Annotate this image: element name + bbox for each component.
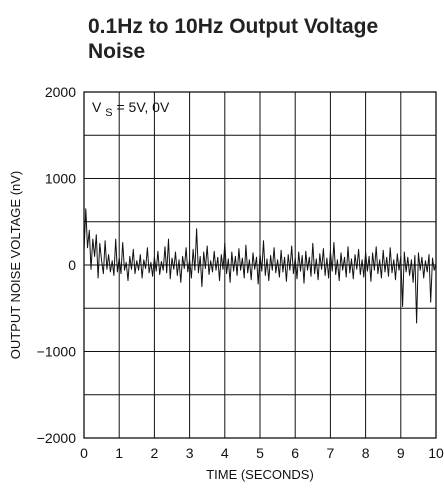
y-tick-label: −2000 bbox=[37, 430, 77, 446]
x-tick-label: 9 bbox=[397, 445, 405, 461]
x-tick-label: 5 bbox=[256, 445, 264, 461]
x-tick-label: 10 bbox=[428, 445, 444, 461]
annotation-subscript: S bbox=[105, 107, 112, 119]
x-tick-label: 0 bbox=[80, 445, 88, 461]
x-tick-label: 4 bbox=[221, 445, 229, 461]
y-tick-label: 1000 bbox=[45, 171, 76, 187]
x-tick-label: 2 bbox=[151, 445, 159, 461]
y-tick-labels: 2000 1000 0 −1000 −2000 bbox=[37, 84, 77, 446]
x-tick-label: 1 bbox=[115, 445, 123, 461]
x-tick-label: 3 bbox=[186, 445, 194, 461]
y-tick-label: −1000 bbox=[37, 344, 77, 360]
x-tick-label: 8 bbox=[362, 445, 370, 461]
trace-layer bbox=[83, 208, 437, 324]
x-tick-labels: 0 1 2 3 4 5 6 7 8 9 10 bbox=[80, 445, 444, 461]
annotation-text: = 5V, 0V bbox=[116, 99, 169, 115]
plot-frame bbox=[83, 91, 437, 439]
y-tick-label: 2000 bbox=[45, 84, 76, 100]
x-tick-label: 7 bbox=[327, 445, 335, 461]
supply-voltage-annotation: V S = 5V, 0V bbox=[92, 99, 170, 119]
y-axis-label: OUTPUT NOISE VOLTAGE (nV) bbox=[8, 171, 23, 360]
y-tick-label: 0 bbox=[68, 257, 76, 273]
x-axis-label: TIME (SECONDS) bbox=[206, 467, 314, 482]
chart-title: 0.1Hz to 10Hz Output Voltage Noise bbox=[88, 15, 379, 63]
x-tick-label: 6 bbox=[291, 445, 299, 461]
noise-trace bbox=[83, 208, 437, 324]
grid-lines bbox=[84, 92, 436, 438]
annotation-prefix: V bbox=[92, 99, 102, 115]
